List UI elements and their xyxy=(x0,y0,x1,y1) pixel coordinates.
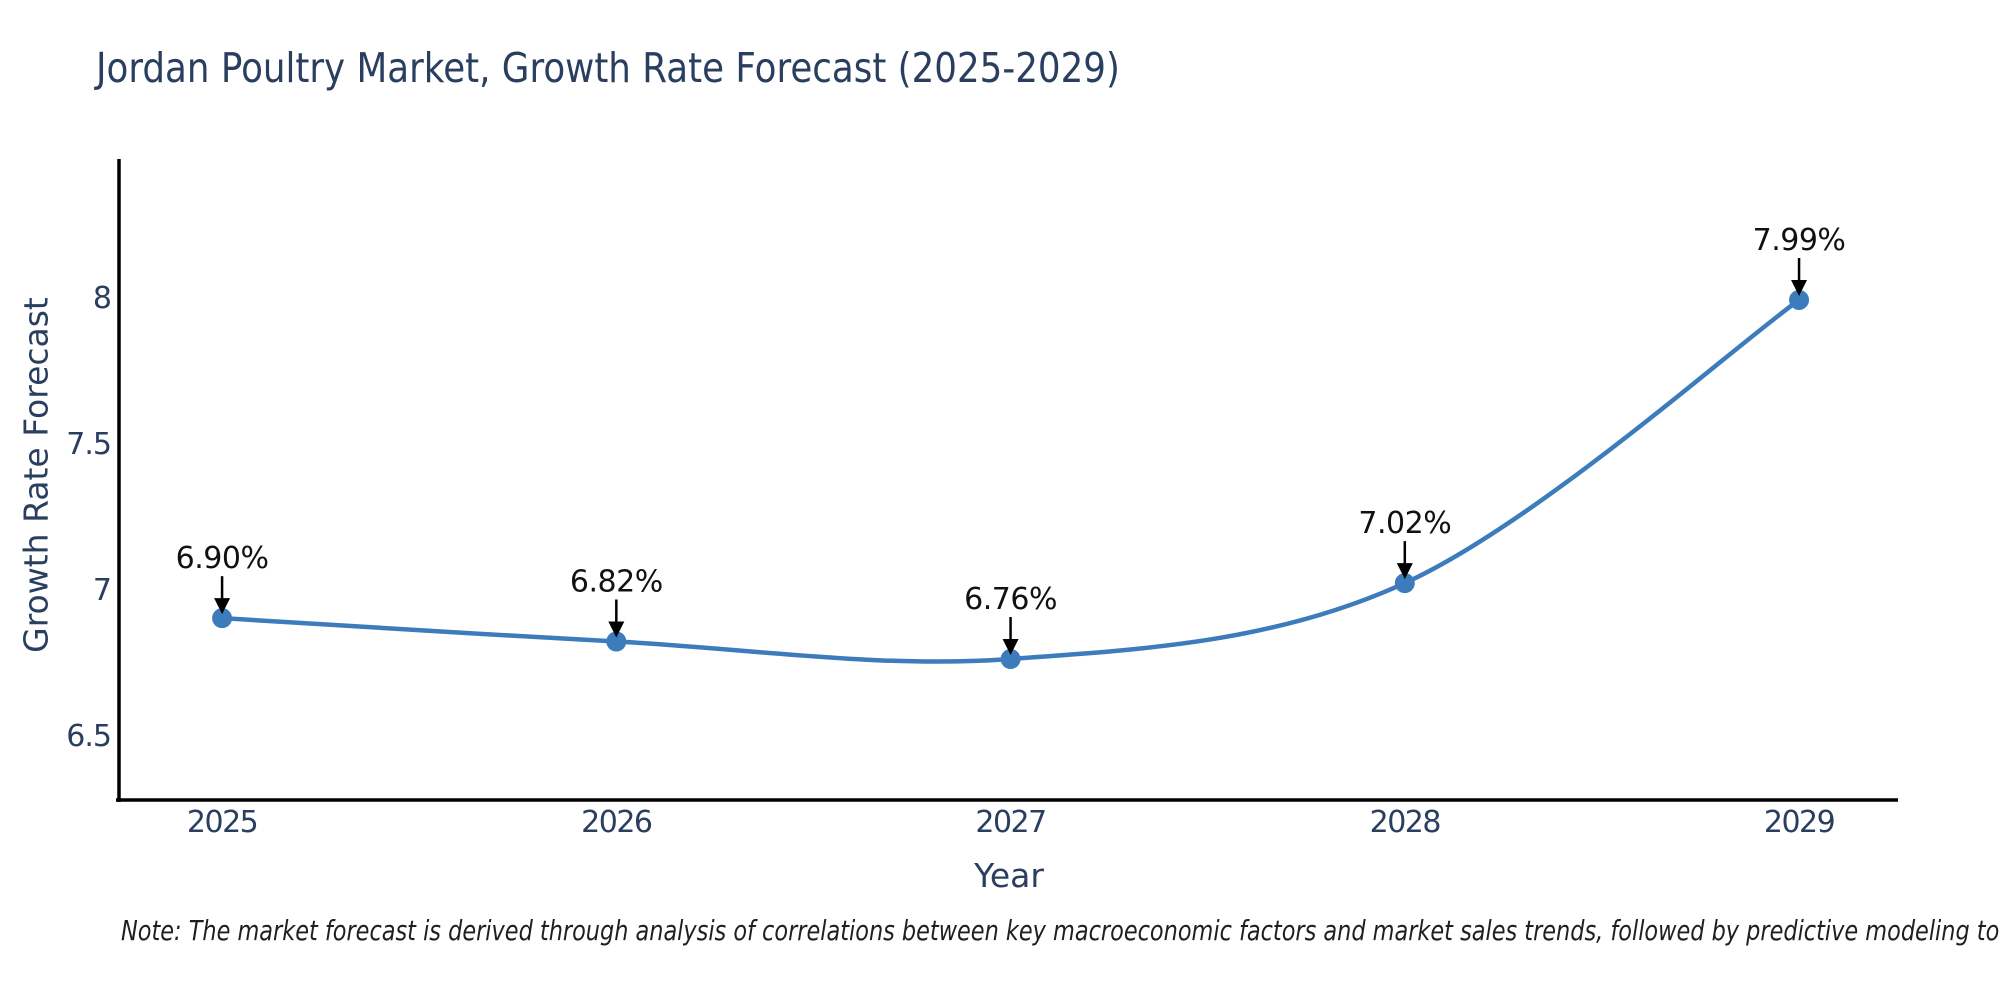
x-tick-label: 2026 xyxy=(581,805,652,840)
annotation-arrowhead-icon xyxy=(1002,639,1019,656)
x-tick-label: 2027 xyxy=(975,805,1045,840)
data-point-marker xyxy=(1394,573,1415,594)
data-point-label: 7.99% xyxy=(1753,223,1846,258)
data-point-marker xyxy=(212,608,233,629)
data-point-label: 6.82% xyxy=(570,565,663,600)
annotation-arrowhead-icon xyxy=(1791,279,1808,296)
annotation-arrowhead-icon xyxy=(1396,563,1413,580)
x-axis-title: Year xyxy=(974,856,1044,895)
x-tick-label: 2025 xyxy=(187,805,257,840)
y-tick-label: 7 xyxy=(93,573,111,608)
y-tick-label: 6.5 xyxy=(66,719,111,754)
data-point-label: 6.90% xyxy=(176,541,269,576)
data-point-marker xyxy=(1000,649,1021,670)
data-point-marker xyxy=(606,631,627,652)
x-tick-label: 2029 xyxy=(1764,805,1834,840)
x-tick-label: 2028 xyxy=(1370,805,1441,840)
data-point-marker xyxy=(1789,289,1810,310)
chart-footnote: Note: The market forecast is derived thr… xyxy=(121,914,2000,947)
data-point-label: 6.76% xyxy=(964,582,1057,617)
series-line xyxy=(221,298,1801,664)
annotation-arrowhead-icon xyxy=(608,621,625,638)
chart-title: Jordan Poultry Market, Growth Rate Forec… xyxy=(96,44,1120,92)
annotation-arrowhead-icon xyxy=(214,598,231,615)
y-tick-label: 7.5 xyxy=(66,427,111,462)
data-point-label: 7.02% xyxy=(1358,506,1451,541)
y-tick-label: 8 xyxy=(93,281,111,316)
